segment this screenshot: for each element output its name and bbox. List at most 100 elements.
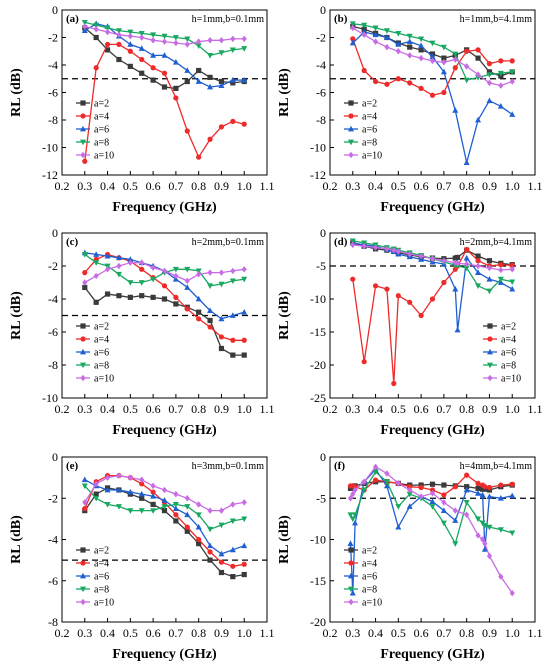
data-point-a=10 bbox=[116, 31, 122, 38]
legend-marker bbox=[80, 100, 86, 106]
data-point-a=4 bbox=[498, 58, 504, 64]
y-tick-label: 0 bbox=[52, 226, 58, 240]
x-tick-label: 0.9 bbox=[214, 402, 229, 416]
data-point-a=2 bbox=[230, 80, 236, 86]
y-tick-label: 0 bbox=[52, 3, 58, 17]
legend: a=2 a=4 a=6 a=8 a=10 bbox=[76, 99, 114, 162]
data-point-a=6 bbox=[395, 41, 402, 47]
data-point-a=4 bbox=[418, 312, 424, 319]
data-point-a=10 bbox=[486, 79, 493, 87]
x-tick-label: 0.6 bbox=[146, 402, 161, 416]
data-point-a=2 bbox=[196, 67, 202, 74]
legend-marker bbox=[348, 598, 354, 606]
x-tick-label: 0.5 bbox=[391, 402, 406, 416]
data-point-a=2 bbox=[454, 254, 461, 261]
series-line-a=4 bbox=[352, 38, 513, 96]
data-point-a=6 bbox=[429, 53, 436, 60]
data-point-a=2 bbox=[486, 69, 493, 75]
data-point-a=6 bbox=[115, 254, 122, 261]
data-point-a=6 bbox=[184, 284, 191, 290]
data-point-a=6 bbox=[195, 78, 202, 84]
data-point-a=10 bbox=[127, 32, 133, 40]
data-point-a=2 bbox=[218, 569, 225, 576]
data-point-a=10 bbox=[475, 262, 481, 270]
data-point-a=2 bbox=[104, 291, 111, 297]
data-point-a=8 bbox=[207, 526, 214, 533]
data-point-a=8 bbox=[161, 504, 168, 510]
data-point-a=8 bbox=[429, 40, 436, 47]
data-point-a=6 bbox=[440, 68, 447, 75]
data-point-a=6 bbox=[497, 103, 504, 109]
y-tick-label: -20 bbox=[310, 615, 326, 629]
x-tick-label: 0.4 bbox=[368, 179, 383, 193]
x-tick-label: 1.1 bbox=[260, 402, 275, 416]
data-point-a=6 bbox=[481, 546, 488, 552]
data-point-a=10 bbox=[173, 39, 179, 47]
data-point-a=10 bbox=[127, 474, 133, 481]
y-tick-label: -20 bbox=[310, 358, 326, 372]
data-point-a=4 bbox=[184, 128, 190, 134]
data-point-a=6 bbox=[406, 503, 413, 509]
data-point-a=4 bbox=[372, 78, 379, 85]
legend-label: a=6 bbox=[94, 125, 109, 136]
data-point-a=10 bbox=[441, 59, 447, 66]
data-point-a=8 bbox=[195, 512, 202, 518]
legend-marker bbox=[80, 598, 86, 606]
data-point-a=10 bbox=[429, 490, 436, 497]
data-point-a=10 bbox=[361, 478, 367, 485]
data-point-a=6 bbox=[172, 505, 179, 511]
data-point-a=6 bbox=[127, 488, 134, 495]
data-point-a=10 bbox=[116, 472, 122, 479]
data-point-a=8 bbox=[104, 502, 111, 508]
data-point-a=10 bbox=[498, 573, 504, 580]
data-point-a=10 bbox=[218, 37, 225, 44]
data-point-a=6 bbox=[150, 492, 157, 499]
data-point-a=10 bbox=[93, 480, 99, 488]
data-point-a=2 bbox=[429, 481, 436, 487]
x-tick-label: 0.7 bbox=[168, 402, 183, 416]
data-point-a=10 bbox=[82, 279, 88, 286]
x-axis-title: Frequency (GHz) bbox=[380, 423, 485, 438]
x-tick-label: 0.6 bbox=[414, 626, 429, 640]
data-point-a=10 bbox=[395, 248, 401, 255]
legend-label: a=4 bbox=[94, 112, 109, 123]
legend-label: a=8 bbox=[94, 138, 109, 149]
data-point-a=8 bbox=[172, 35, 179, 41]
data-point-a=10 bbox=[218, 269, 225, 276]
data-point-a=10 bbox=[230, 35, 236, 43]
data-point-a=10 bbox=[418, 252, 424, 260]
x-tick-label: 0.7 bbox=[436, 402, 451, 416]
y-tick-label: -6 bbox=[48, 86, 58, 100]
data-point-a=8 bbox=[150, 32, 157, 38]
data-point-a=8 bbox=[497, 276, 504, 283]
data-point-a=8 bbox=[150, 508, 157, 514]
y-tick-label: -6 bbox=[316, 86, 326, 100]
data-point-a=10 bbox=[418, 493, 424, 500]
x-tick-label: 0.3 bbox=[345, 179, 360, 193]
data-point-a=4 bbox=[395, 293, 401, 299]
y-tick-label: -10 bbox=[310, 292, 326, 306]
data-point-a=8 bbox=[475, 516, 482, 523]
y-tick-label: -8 bbox=[48, 615, 58, 629]
x-tick-label: 0.8 bbox=[191, 626, 206, 640]
data-point-a=10 bbox=[464, 511, 470, 518]
y-tick-label: -2 bbox=[48, 491, 58, 505]
legend-marker bbox=[80, 547, 86, 553]
data-point-a=4 bbox=[509, 262, 515, 268]
y-axis-title: RL (dB) bbox=[277, 68, 292, 117]
x-axis-title: Frequency (GHz) bbox=[112, 423, 217, 438]
x-axis-title: Frequency (GHz) bbox=[112, 200, 217, 215]
y-tick-label: -4 bbox=[316, 58, 326, 72]
legend-label: a=10 bbox=[501, 374, 521, 385]
x-tick-label: 0.5 bbox=[123, 402, 138, 416]
x-tick-label: 0.3 bbox=[345, 402, 360, 416]
data-point-a=8 bbox=[352, 512, 359, 518]
x-tick-label: 1.1 bbox=[528, 179, 543, 193]
data-point-a=8 bbox=[150, 276, 157, 283]
data-point-a=8 bbox=[218, 522, 225, 529]
data-point-a=2 bbox=[139, 70, 145, 76]
data-point-a=8 bbox=[440, 44, 447, 51]
data-point-a=10 bbox=[480, 536, 486, 543]
data-point-a=10 bbox=[384, 245, 390, 253]
legend-marker bbox=[348, 547, 354, 553]
